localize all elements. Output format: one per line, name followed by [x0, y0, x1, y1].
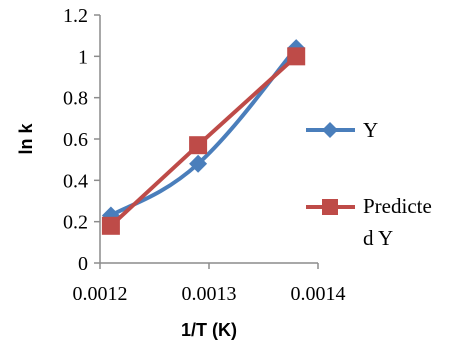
data-point-square: [189, 136, 208, 155]
series-line-0: [109, 46, 298, 218]
y-tick-label: 1: [78, 46, 88, 68]
y-tick-label: 0: [78, 253, 88, 275]
ticks: 0 0.2 0.4 0.6 0.8 1 1.2 0.0012 0.0013 0.0014: [63, 5, 346, 305]
legend-label-predicted-y-line2: d Y: [363, 226, 393, 250]
x-axis-label: 1/T (K): [181, 320, 237, 340]
y-axis-label: ln k: [16, 123, 36, 155]
y-tick-label: 0.4: [63, 170, 88, 192]
data-point-diamond: [189, 154, 208, 173]
x-tick-label: 0.0012: [73, 283, 128, 305]
legend: Y Predicte d Y: [306, 118, 432, 250]
x-tick-label: 0.0014: [291, 283, 346, 305]
legend-item-predicted-y: Predicte d Y: [306, 194, 432, 250]
legend-label-y: Y: [363, 118, 378, 142]
legend-label-predicted-y-line1: Predicte: [363, 194, 432, 218]
data-point-square: [287, 47, 306, 66]
legend-marker-y: [322, 122, 338, 138]
y-tick-label: 0.6: [63, 129, 88, 151]
data-point-square: [101, 216, 120, 235]
y-tick-label: 0.2: [63, 212, 88, 234]
legend-marker-predicted-y: [322, 199, 338, 215]
legend-item-y: Y: [306, 118, 378, 142]
x-tick-label: 0.0013: [182, 283, 237, 305]
axes: [99, 15, 318, 264]
y-tick-label: 1.2: [63, 5, 88, 27]
series-layer: [101, 39, 306, 235]
y-tick-label: 0.8: [63, 88, 88, 110]
